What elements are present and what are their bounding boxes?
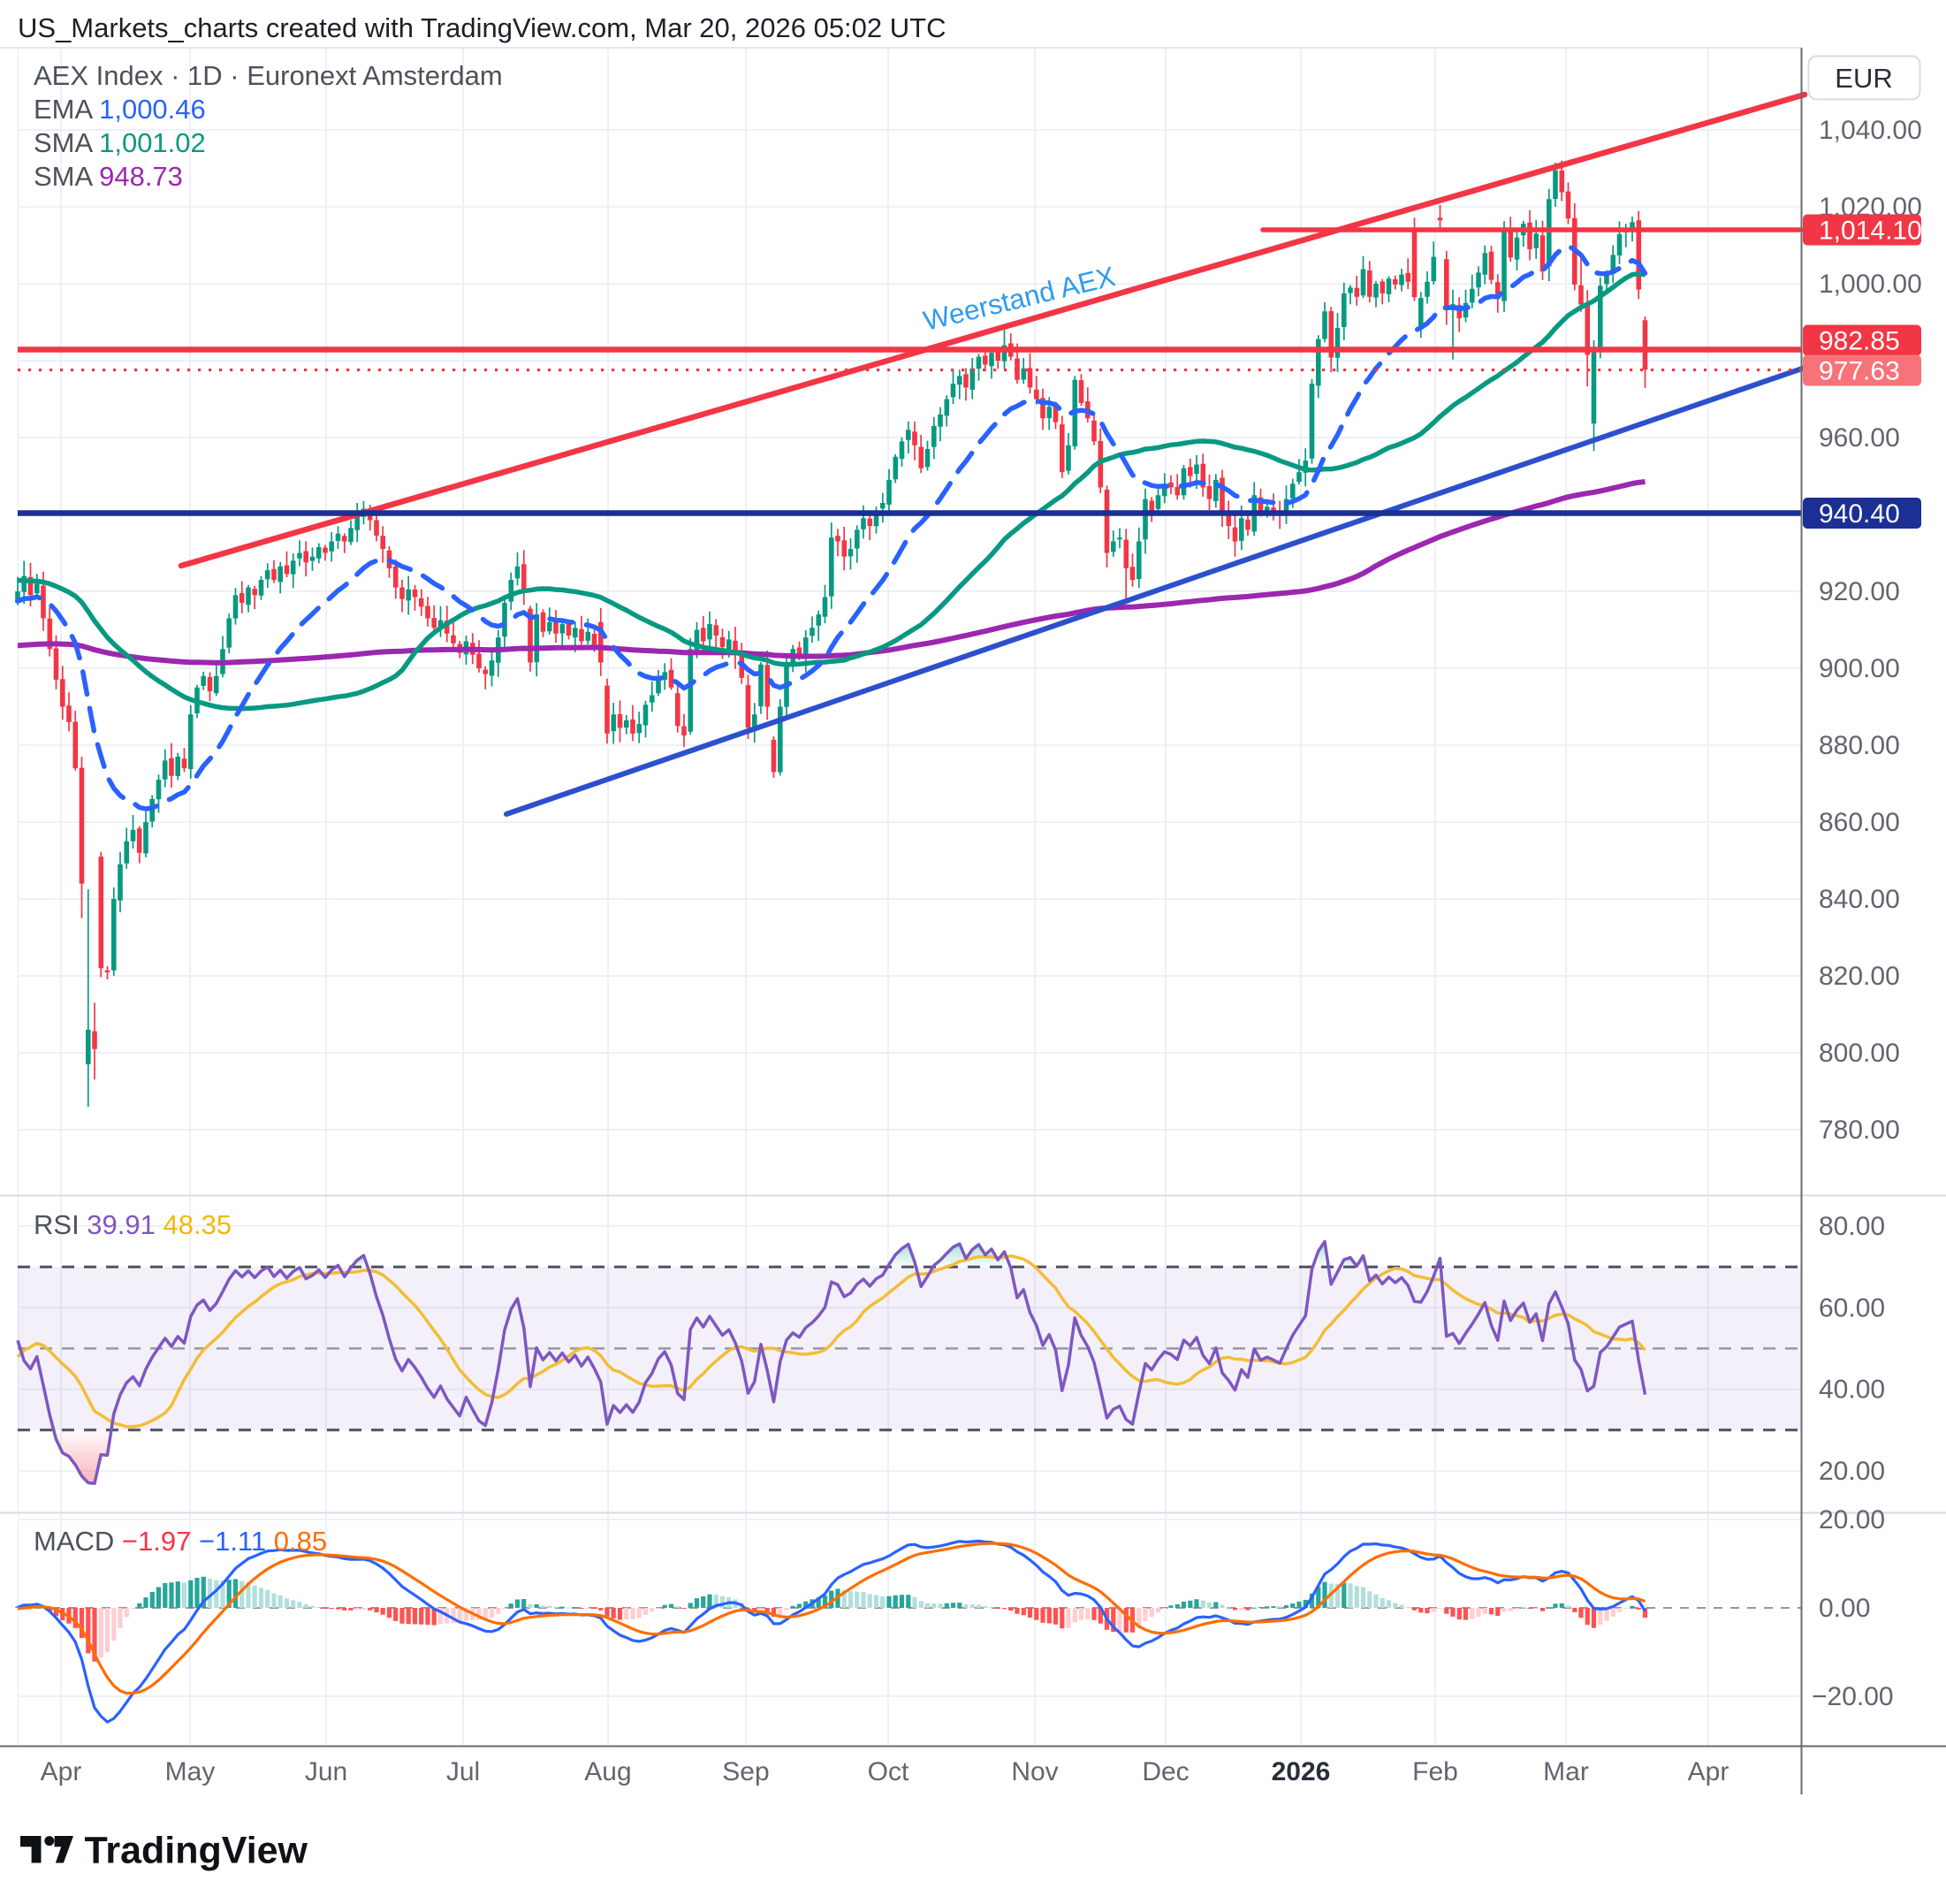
svg-text:Oct: Oct (868, 1757, 909, 1786)
svg-text:−20.00: −20.00 (1812, 1682, 1894, 1711)
svg-text:1,014.10: 1,014.10 (1819, 217, 1922, 246)
svg-text:880.00: 880.00 (1819, 731, 1900, 760)
svg-text:840.00: 840.00 (1819, 885, 1900, 914)
svg-text:TradingView: TradingView (85, 1836, 308, 1872)
svg-text:940.40: 940.40 (1819, 499, 1900, 529)
svg-text:Apr: Apr (1688, 1757, 1729, 1786)
svg-text:860.00: 860.00 (1819, 808, 1900, 837)
svg-text:May: May (165, 1757, 216, 1786)
svg-text:20.00: 20.00 (1819, 1457, 1885, 1486)
svg-text:800.00: 800.00 (1819, 1039, 1900, 1068)
svg-text:900.00: 900.00 (1819, 654, 1900, 683)
svg-text:Apr: Apr (41, 1757, 82, 1786)
svg-text:0.00: 0.00 (1819, 1594, 1870, 1623)
svg-text:920.00: 920.00 (1819, 577, 1900, 606)
svg-text:1,000.00: 1,000.00 (1819, 270, 1922, 299)
svg-text:977.63: 977.63 (1819, 357, 1900, 386)
svg-text:982.85: 982.85 (1819, 327, 1900, 356)
svg-text:820.00: 820.00 (1819, 962, 1900, 991)
svg-text:Jun: Jun (305, 1757, 347, 1786)
svg-text:80.00: 80.00 (1819, 1212, 1885, 1241)
svg-text:2026: 2026 (1272, 1757, 1331, 1786)
svg-text:Aug: Aug (584, 1757, 631, 1786)
svg-text:Sep: Sep (722, 1757, 769, 1786)
svg-text:Mar: Mar (1543, 1757, 1589, 1786)
svg-text:40.00: 40.00 (1819, 1375, 1885, 1405)
svg-text:20.00: 20.00 (1819, 1505, 1885, 1535)
svg-text:Nov: Nov (1011, 1757, 1058, 1786)
svg-text:60.00: 60.00 (1819, 1293, 1885, 1322)
svg-text:960.00: 960.00 (1819, 423, 1900, 453)
svg-text:1,040.00: 1,040.00 (1819, 116, 1922, 145)
svg-text:780.00: 780.00 (1819, 1116, 1900, 1145)
svg-text:Jul: Jul (446, 1757, 480, 1786)
svg-text:Feb: Feb (1412, 1757, 1458, 1786)
svg-text:EUR: EUR (1835, 63, 1892, 94)
svg-text:Dec: Dec (1142, 1757, 1189, 1786)
